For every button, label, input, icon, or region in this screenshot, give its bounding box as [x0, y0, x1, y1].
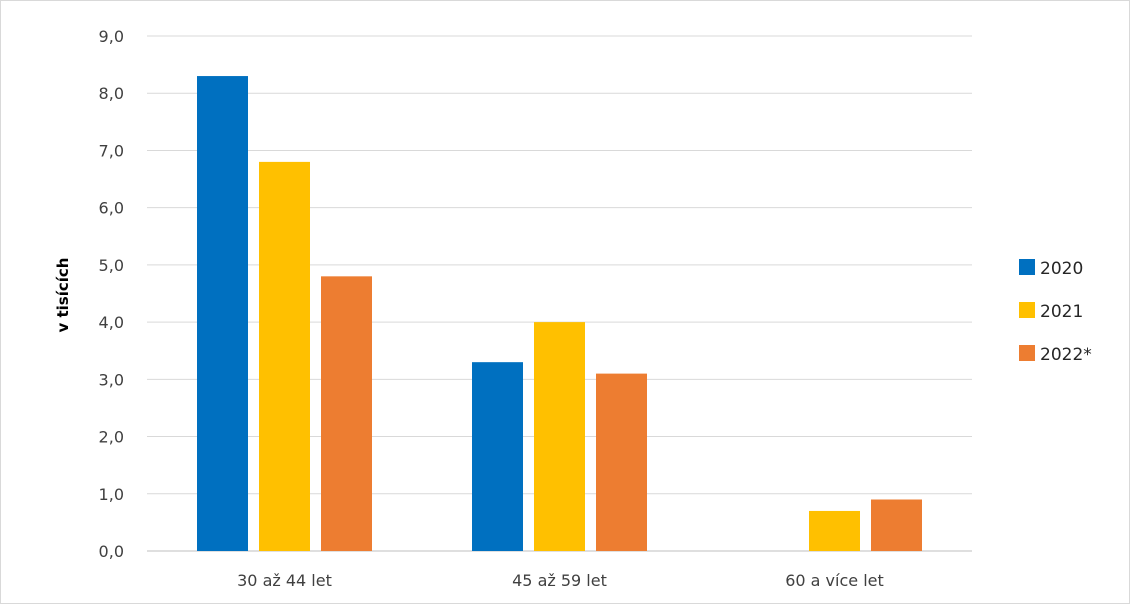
bar-2021-1: [534, 322, 585, 551]
legend-label: 2020: [1040, 259, 1083, 279]
bar-2020-1: [472, 362, 523, 551]
legend: 2020 2021 2022*: [1019, 259, 1092, 365]
y-tick-label: 3,0: [99, 370, 124, 389]
legend-swatch: [1019, 302, 1035, 318]
y-tick-label: 0,0: [99, 542, 124, 561]
legend-label: 2022*: [1040, 345, 1092, 365]
y-tick-label: 2,0: [99, 428, 124, 447]
bar-2021-0: [259, 161, 310, 551]
bar-2020-0: [197, 76, 248, 552]
legend-swatch: [1019, 345, 1035, 361]
bar-2022-1: [596, 373, 647, 551]
x-tick-label: 45 až 59 let: [512, 571, 607, 590]
x-axis-ticks: 30 až 44 let 45 až 59 let 60 a více let: [237, 571, 884, 590]
x-tick-label: 30 až 44 let: [237, 571, 332, 590]
x-tick-label: 60 a více let: [785, 571, 884, 590]
y-tick-label: 1,0: [99, 485, 124, 504]
y-tick-label: 8,0: [99, 84, 124, 103]
y-tick-label: 7,0: [99, 141, 124, 160]
y-tick-label: 5,0: [99, 256, 124, 275]
bar-2022-0: [321, 276, 372, 551]
bar-2022-2: [871, 499, 922, 551]
legend-swatch: [1019, 259, 1035, 275]
bar-2021-2: [809, 510, 860, 551]
y-tick-label: 4,0: [99, 313, 124, 332]
legend-label: 2021: [1040, 302, 1083, 322]
y-tick-label: 9,0: [99, 27, 124, 46]
y-axis-ticks: 0,0 1,0 2,0 3,0 4,0 5,0 6,0 7,0 8,0 9,0: [99, 27, 124, 561]
y-tick-label: 6,0: [99, 199, 124, 218]
y-axis-label: v tisících: [54, 258, 72, 333]
bars: [197, 76, 922, 552]
